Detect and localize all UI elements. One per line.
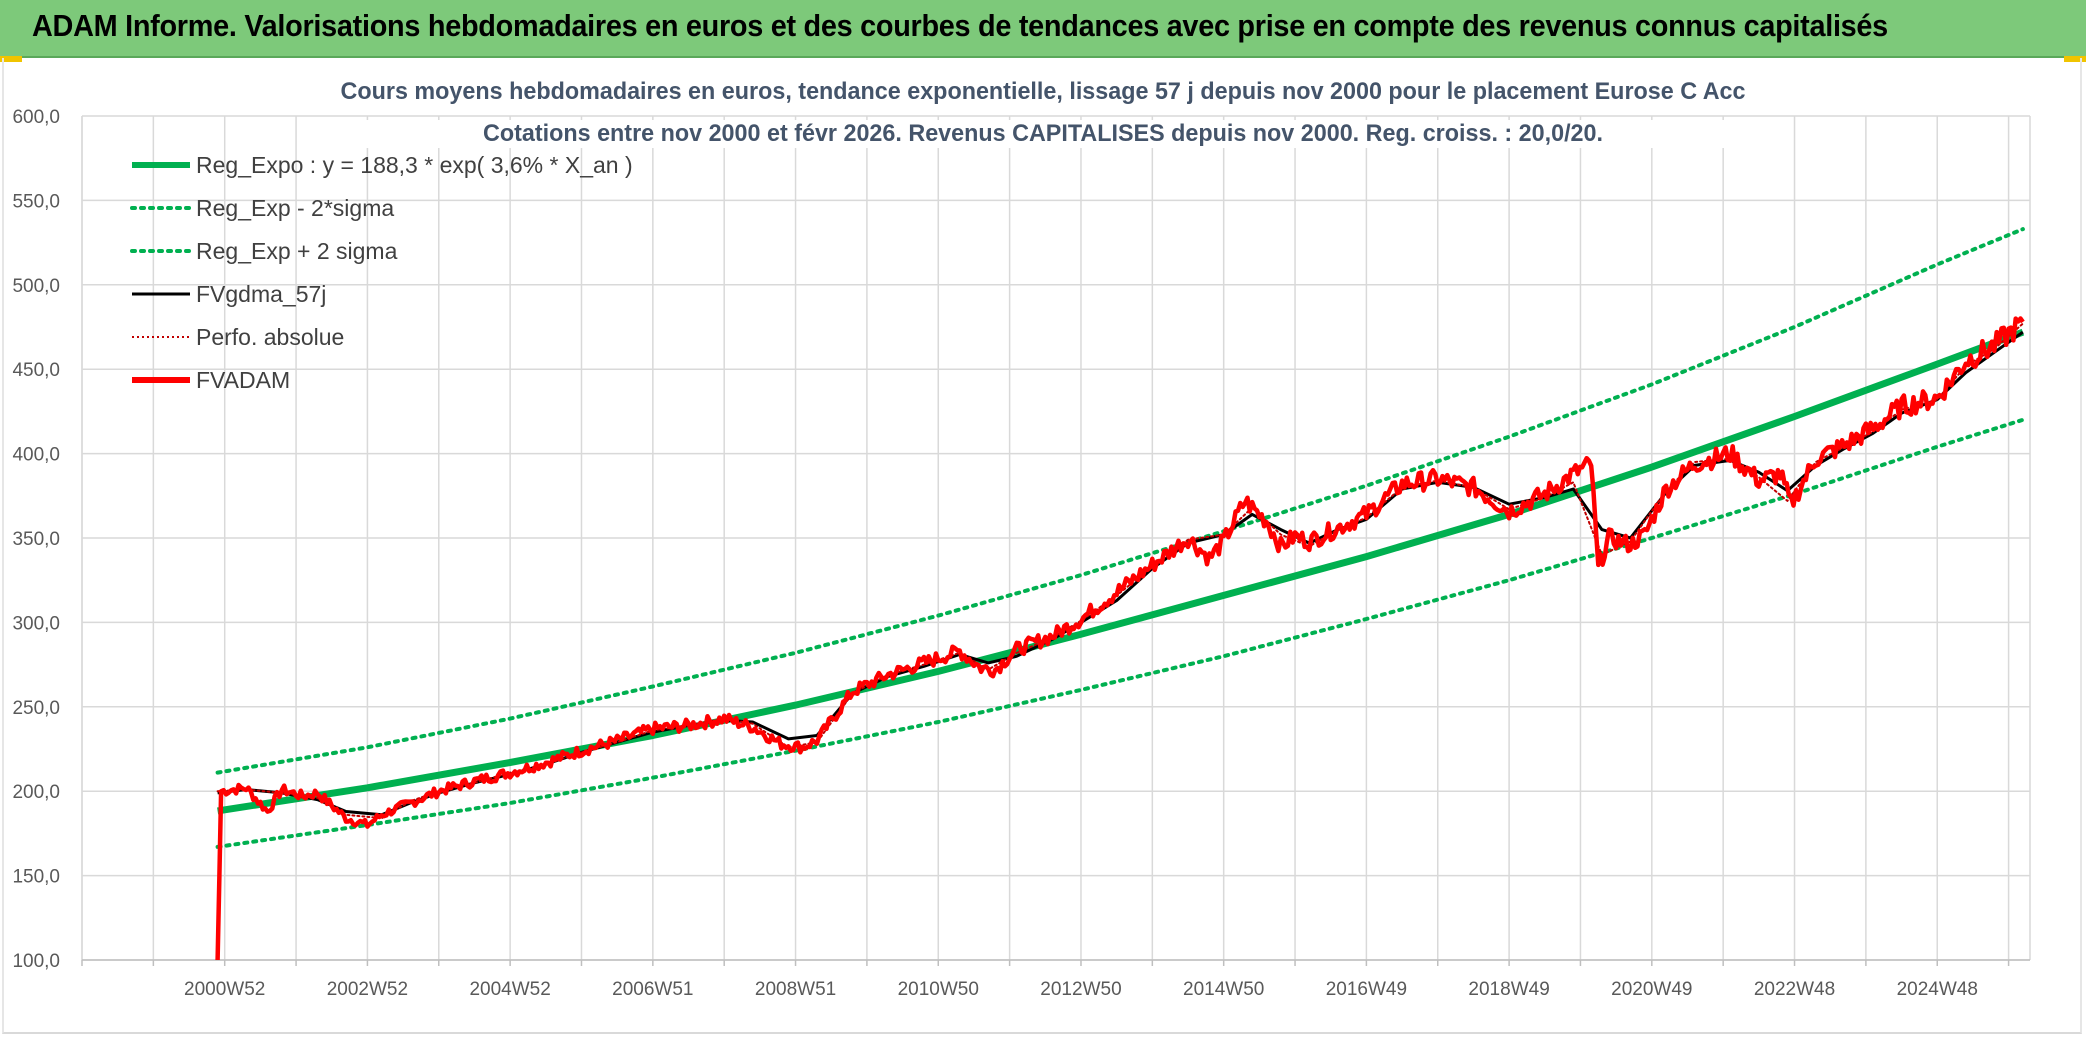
series-line-3 [215, 227, 2025, 775]
chart-frame: 100,0 150,0 200,0 250,0 300,0 350,0 400,0 450,0… [2, 58, 2082, 1034]
y-tick-label: 150,0 [12, 867, 60, 888]
y-tick-label: 500,0 [12, 276, 60, 297]
x-tick-label: 2020W49 [1611, 979, 1692, 1000]
y-tick-label: 600,0 [12, 107, 60, 128]
corner-mark-right [2064, 56, 2086, 62]
x-tick-label: 2006W51 [612, 979, 693, 1000]
legend-label: Reg_Exp - 2*sigma [196, 195, 394, 221]
series-line-4 [217, 330, 2024, 817]
legend-label: FVgdma_57j [196, 281, 326, 307]
series-layer [215, 227, 2025, 961]
series-line-5 [216, 322, 2024, 820]
legend: Reg_Expo : y = 188,3 * exp( 3,6% * X_an … [130, 152, 633, 393]
x-tick-label: 2024W48 [1897, 979, 1978, 1000]
chart-title: Cours moyens hebdomadaires en euros, ten… [332, 76, 1754, 148]
banner: ADAM Informe. Valorisations hebdomadaire… [0, 0, 2086, 58]
series-line-1 [217, 328, 2025, 815]
x-tick-label: 2018W49 [1468, 979, 1549, 1000]
y-tick-label: 350,0 [12, 529, 60, 550]
y-tick-label: 300,0 [12, 613, 60, 634]
y-tick-label: 450,0 [12, 360, 60, 381]
legend-label: Reg_Expo : y = 188,3 * exp( 3,6% * X_an … [196, 152, 633, 178]
chart-title-line-2: Cotations entre nov 2000 et févr 2026. R… [483, 120, 1603, 147]
x-tick-label: 2016W49 [1326, 979, 1407, 1000]
series-line-2 [215, 417, 2025, 849]
x-tick-label: 2010W50 [898, 979, 979, 1000]
x-tick-label: 2022W48 [1754, 979, 1835, 1000]
chart-svg: 100,0 150,0 200,0 250,0 300,0 350,0 400,0 450,0… [12, 76, 2031, 1000]
legend-label: FVADAM [196, 367, 290, 393]
y-tick-label: 250,0 [12, 698, 60, 719]
chart-title-line-1: Cours moyens hebdomadaires en euros, ten… [341, 78, 1746, 105]
banner-title: ADAM Informe. Valorisations hebdomadaire… [32, 8, 1888, 43]
legend-label: Reg_Exp + 2 sigma [196, 238, 398, 264]
y-tick-label: 550,0 [12, 191, 60, 212]
x-tick-label: 2002W52 [327, 979, 408, 1000]
x-tick-label: 2014W50 [1183, 979, 1264, 1000]
legend-label: Perfo. absolue [196, 324, 344, 350]
x-tick-label: 2000W52 [184, 979, 265, 1000]
y-tick-label: 100,0 [12, 951, 60, 972]
x-tick-label: 2008W51 [755, 979, 836, 1000]
x-axis: 2000W52 2002W52 2004W52 2006W51 2008W51 2010W… [81, 959, 2030, 1000]
x-tick-label: 2004W52 [469, 979, 550, 1000]
x-tick-label: 2012W50 [1040, 979, 1121, 1000]
chart-title-bg-2 [332, 120, 1754, 148]
y-tick-label: 400,0 [12, 445, 60, 466]
y-axis: 100,0 150,0 200,0 250,0 300,0 350,0 400,0 450,0… [12, 107, 2031, 972]
y-tick-label: 200,0 [12, 782, 60, 803]
chart-title-bg-1 [332, 76, 1754, 104]
corner-mark-left [0, 56, 22, 62]
series-line-6 [215, 316, 2025, 961]
